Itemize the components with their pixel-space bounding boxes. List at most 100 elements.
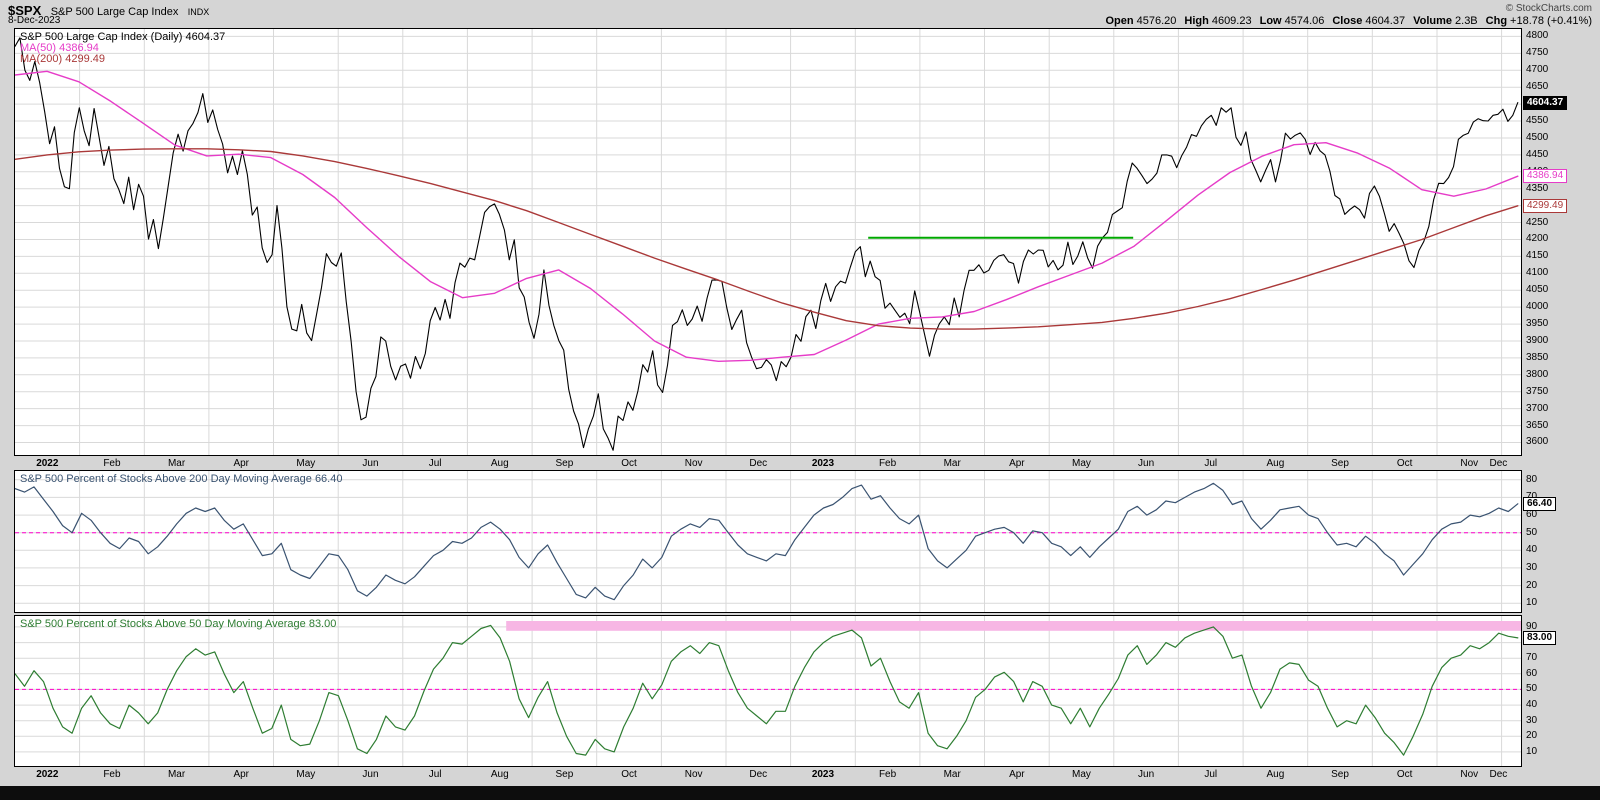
y-axis-tick-label: 20: [1526, 730, 1538, 742]
quote-summary: Open 4576.20 High 4609.23 Low 4574.06 Close 460…: [1097, 15, 1592, 27]
y-axis-tick-label: 30: [1526, 714, 1538, 726]
x-axis-month-label: Dec: [1489, 458, 1508, 469]
x-axis-month-label: Mar: [943, 769, 961, 780]
x-axis-month-label: 2023: [811, 458, 835, 469]
x-axis-month-label: May: [1072, 458, 1091, 469]
price-panel: S&P 500 Large Cap Index (Daily) 4604.37 …: [14, 28, 1522, 456]
pct-above-50dma-legend: S&P 500 Percent of Stocks Above 50 Day M…: [20, 619, 336, 630]
quote-label: Volume: [1413, 15, 1453, 27]
x-axis-month-label: Oct: [621, 458, 637, 469]
x-axis-month-label: Jun: [362, 769, 379, 780]
x-axis-month-label: Aug: [490, 769, 509, 780]
y-axis-tick-label: 80: [1526, 473, 1538, 485]
legend-price: S&P 500 Large Cap Index (Daily) 4604.37: [20, 31, 226, 43]
quote-value: 4604.37: [1365, 15, 1406, 27]
chart-header: $SPX S&P 500 Large Cap Index INDX © Stoc…: [0, 0, 1600, 28]
last-value-label: 83.00: [1523, 630, 1557, 645]
y-axis-tick-label: 80: [1526, 636, 1538, 648]
header-row-2: 8-Dec-2023 Open 4576.20 High 4609.23 Low 4574…: [8, 15, 1592, 28]
x-axis-month-label: Apr: [233, 458, 249, 469]
exchange-label: INDX: [187, 7, 210, 17]
y-axis-tick-label: 3850: [1526, 351, 1549, 363]
x-axis-month-label: May: [296, 769, 316, 780]
x-axis-month-label: Oct: [621, 769, 637, 780]
y-axis-tick-label: 60: [1526, 667, 1538, 679]
pct-above-200dma-legend: S&P 500 Percent of Stocks Above 200 Day …: [20, 474, 342, 485]
x-axis-month-label: Jul: [1204, 769, 1218, 780]
y-axis-tick-label: 4450: [1526, 148, 1549, 160]
x-axis-month-label: Dec: [1489, 769, 1508, 780]
legend-pct50: S&P 500 Percent of Stocks Above 50 Day M…: [20, 618, 337, 630]
y-axis-tick-label: 3700: [1526, 402, 1549, 414]
quote-value: 2.3B: [1455, 15, 1478, 27]
x-axis-month-label: Jun: [1138, 769, 1155, 780]
y-axis-tick-label: 3800: [1526, 368, 1549, 380]
x-axis-month-label: Mar: [167, 769, 186, 780]
stockcharts-credit: © StockCharts.com: [1505, 3, 1592, 14]
y-axis-tick-label: 4100: [1526, 267, 1549, 279]
y-axis-tick-label: 4250: [1526, 216, 1549, 228]
price-plot-svg: [15, 29, 1521, 455]
y-axis-tick-label: 3750: [1526, 385, 1549, 397]
y-axis-tick-label: 4600: [1526, 98, 1549, 110]
quote-label: Chg: [1485, 15, 1508, 27]
y-axis-tick-label: 4650: [1526, 81, 1549, 93]
legend-ma200: MA(200) 4299.49: [20, 53, 105, 65]
x-axis-month-label: May: [296, 458, 316, 469]
legend-pct200: S&P 500 Percent of Stocks Above 200 Day …: [20, 473, 343, 485]
y-axis-tick-label: 4300: [1526, 199, 1549, 211]
x-axis-month-label: Mar: [943, 458, 961, 469]
chart-date: 8-Dec-2023: [8, 15, 61, 26]
x-axis-month-label: Sep: [1331, 769, 1349, 780]
y-axis-tick-label: 4050: [1526, 284, 1549, 296]
x-axis-month-label: Jun: [362, 458, 379, 469]
last-value-label: 66.40: [1523, 496, 1557, 511]
y-axis-tick-label: 60: [1526, 509, 1538, 521]
symbol: $SPX: [8, 3, 42, 18]
y-axis-tick-label: 30: [1526, 561, 1538, 573]
x-axis-month-label: Jul: [1204, 458, 1218, 469]
y-axis-tick-label: 10: [1526, 745, 1538, 757]
y-axis-tick-label: 4350: [1526, 182, 1549, 194]
x-axis-month-label: Aug: [1266, 458, 1285, 469]
y-axis-tick-label: 40: [1526, 544, 1538, 556]
x-axis-month-label: Sep: [1331, 458, 1349, 469]
x-axis-month-label: Mar: [167, 458, 186, 469]
x-axis-month-label: Nov: [684, 458, 703, 469]
y-axis-tick-label: 4700: [1526, 64, 1549, 76]
y-axis-tick-label: 50: [1526, 526, 1538, 538]
x-axis-month-label: Dec: [749, 769, 768, 780]
x-axis-month-label: Aug: [490, 458, 509, 469]
quote-label: Open: [1105, 15, 1134, 27]
pct-above-200dma-plot-svg: [15, 471, 1521, 612]
x-axis-month-label: Jul: [428, 458, 442, 469]
y-axis-tick-label: 10: [1526, 597, 1538, 609]
x-axis-month-label: Sep: [555, 458, 574, 469]
legend-ma50: MA(50) 4386.94: [20, 42, 99, 54]
x-axis-month-label: Apr: [1009, 458, 1025, 469]
y-axis-tick-label: 70: [1526, 491, 1538, 503]
y-axis-tick-label: 4000: [1526, 301, 1549, 313]
y-axis-tick-label: 50: [1526, 683, 1538, 695]
y-axis-tick-label: 40: [1526, 699, 1538, 711]
quote-value: +18.78 (+0.41%): [1510, 15, 1592, 27]
x-axis-month-label: Nov: [684, 769, 703, 780]
x-axis-month-label: Feb: [878, 458, 897, 469]
y-axis-tick-label: 70: [1526, 652, 1538, 664]
x-axis-month-label: 2022: [36, 769, 59, 780]
x-axis-month-label: 2022: [36, 458, 59, 469]
quote-label: Low: [1259, 15, 1282, 27]
y-axis-tick-label: 90: [1526, 620, 1538, 632]
quote-value: 4576.20: [1136, 15, 1177, 27]
x-axis-month-label: Sep: [555, 769, 574, 780]
y-axis-tick-label: 3600: [1526, 436, 1549, 448]
last-value-label: 4604.37: [1523, 95, 1568, 110]
price-legend: S&P 500 Large Cap Index (Daily) 4604.37 …: [20, 32, 225, 65]
y-axis-tick-label: 3900: [1526, 334, 1549, 346]
symbol-name: S&P 500 Large Cap Index: [50, 6, 179, 18]
y-axis-tick-label: 20: [1526, 579, 1538, 591]
x-axis-month-label: May: [1072, 769, 1091, 780]
bottom-bar: [0, 786, 1600, 800]
x-axis-month-label: Jul: [428, 769, 442, 780]
